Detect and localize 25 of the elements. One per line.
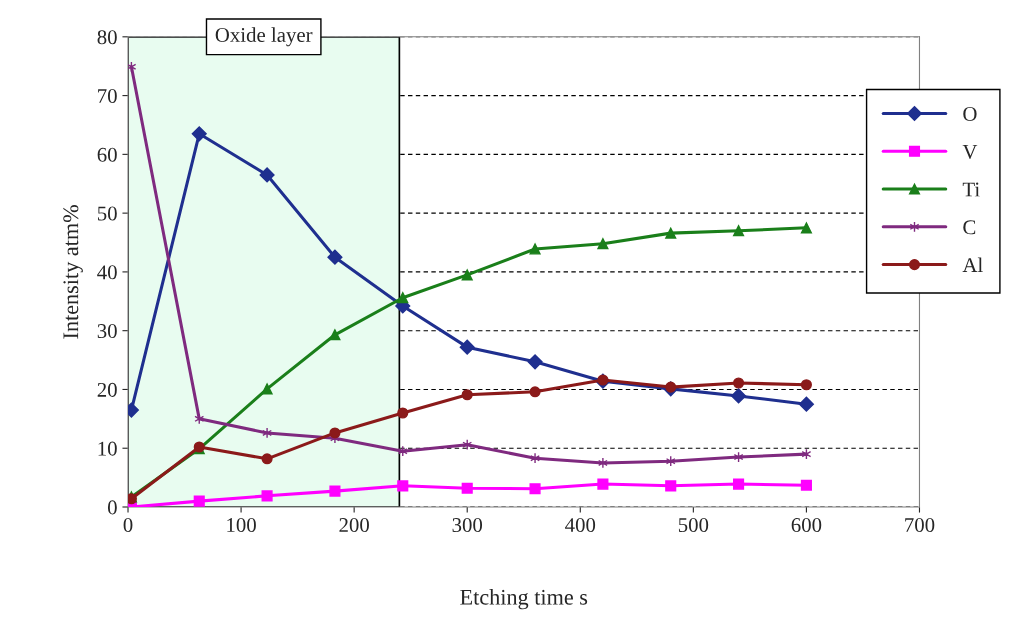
y-tick-label: 70: [98, 88, 117, 104]
y-tick-label: 20: [97, 382, 117, 397]
y-axis-title: Intensity atm%: [63, 205, 83, 339]
x-tick-label: 600: [791, 518, 822, 533]
y-tick-label: 60: [97, 147, 117, 162]
legend-label: V: [962, 144, 978, 159]
y-tick-label: 40: [97, 265, 117, 280]
x-tick-label: 200: [339, 518, 369, 533]
x-tick-label: 300: [452, 518, 483, 533]
y-tick-label: 50: [97, 206, 117, 221]
y-tick-label: 30: [97, 324, 117, 339]
legend-label: Ti: [962, 182, 980, 197]
x-axis-title: Etching time s: [460, 589, 588, 610]
y-tick-label: 10: [98, 441, 117, 456]
x-tick-label: 100: [227, 518, 256, 533]
x-tick-label: 700: [905, 518, 935, 533]
y-tick-label: 0: [107, 500, 117, 515]
x-tick-label: 500: [678, 518, 709, 533]
x-tick-label: 0: [123, 518, 133, 533]
band-label: Oxide layer: [215, 27, 313, 47]
x-tick-label: 400: [565, 518, 596, 533]
legend-label: Al: [962, 257, 983, 272]
legend-label: O: [963, 107, 977, 121]
legend-label: C: [963, 220, 976, 235]
y-tick-label: 80: [97, 30, 117, 45]
